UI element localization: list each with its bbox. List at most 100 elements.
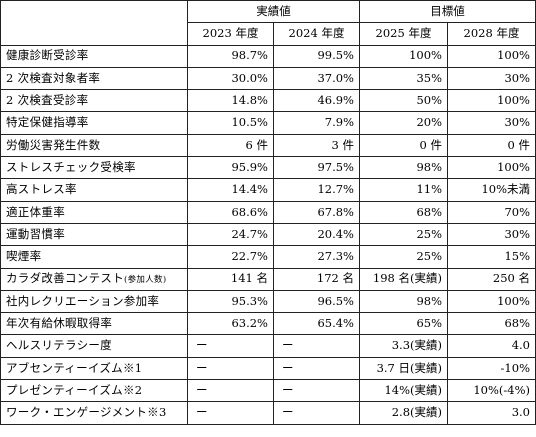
row-label: 適正体重率	[0, 200, 188, 224]
cell-2024: 7.9%	[273, 111, 360, 135]
row-label: カラダ改善コンテスト(参加人数)	[0, 267, 188, 291]
cell-2024: 65.4%	[273, 312, 360, 336]
cell-2028: 100%	[447, 89, 536, 113]
table-row: 喫煙率 22.7% 27.3% 25% 15%	[0, 245, 536, 269]
header-year-row: 2023 年度 2024 年度 2025 年度 2028 年度	[0, 22, 536, 46]
cell-2025: 20%	[359, 111, 448, 135]
row-label-note: (参加人数)	[124, 275, 167, 286]
row-label: プレゼンティーイズム※2	[0, 379, 188, 403]
cell-2023: 63.2%	[187, 312, 274, 336]
row-label: 高ストレス率	[0, 178, 188, 202]
table-row: 社内レクリエーション参加率 95.3% 96.5% 98% 100%	[0, 289, 536, 314]
cell-2025: 14%(実績)	[359, 379, 448, 403]
cell-2028: 10%未満	[447, 178, 536, 202]
cell-2024: ー	[273, 356, 360, 381]
cell-2025: 25%	[359, 222, 448, 247]
cell-2023: 95.3%	[187, 289, 274, 314]
table-row: 特定保健指導率 10.5% 7.9% 20% 30%	[0, 111, 536, 135]
table-row: プレゼンティーイズム※2 ー ー 14%(実績) 10%(-4%)	[0, 379, 536, 403]
cell-2023: 14.8%	[187, 89, 274, 113]
cell-2028: 10%(-4%)	[447, 379, 536, 403]
cell-2024: 3 件	[273, 133, 360, 158]
cell-2024: ー	[273, 334, 360, 358]
header-corner	[0, 0, 188, 23]
cell-2025: 50%	[359, 89, 448, 113]
cell-2025: 11%	[359, 178, 448, 202]
cell-2023: 6 件	[187, 133, 274, 158]
cell-2023: 14.4%	[187, 178, 274, 202]
table-row: アブセンティーイズム※1 ー ー 3.7 日(実績) -10%	[0, 356, 536, 381]
cell-2023: 98.7%	[187, 44, 274, 68]
header-actual: 実績値	[187, 0, 360, 24]
table-row: 2 次検査対象者率 30.0% 37.0% 35% 30%	[0, 66, 536, 91]
cell-2024: ー	[273, 379, 360, 403]
cell-2023: 10.5%	[187, 111, 274, 135]
cell-2028: 30%	[447, 111, 536, 135]
cell-2025: 3.7 日(実績)	[359, 356, 448, 381]
row-label: 運動習慣率	[0, 222, 188, 247]
row-label: ワーク・エンゲージメント※3	[0, 401, 188, 425]
header-corner-lower	[0, 22, 188, 46]
cell-2028: 100%	[447, 289, 536, 314]
table-row: カラダ改善コンテスト(参加人数) 141 名 172 名 198 名(実績) 2…	[0, 267, 536, 291]
table-row: 健康診断受診率 98.7% 99.5% 100% 100%	[0, 44, 536, 68]
cell-2023: ー	[187, 401, 274, 425]
cell-2028: 3.0	[447, 401, 536, 425]
cell-2023: ー	[187, 334, 274, 358]
table-row: ワーク・エンゲージメント※3 ー ー 2.8(実績) 3.0	[0, 401, 536, 425]
cell-2025: 68%	[359, 200, 448, 224]
cell-2024: 99.5%	[273, 44, 360, 68]
cell-2025: 25%	[359, 245, 448, 269]
health-metrics-table: 実績値 目標値 2023 年度 2024 年度 2025 年度 2028 年度 …	[0, 0, 536, 425]
cell-2024: 46.9%	[273, 89, 360, 113]
row-label: ヘルスリテラシー度	[0, 334, 188, 358]
row-label: 2 次検査受診率	[0, 89, 188, 113]
row-label: 健康診断受診率	[0, 44, 188, 68]
row-label: アブセンティーイズム※1	[0, 356, 188, 381]
cell-2025: 98%	[359, 289, 448, 314]
header-year-2025: 2025 年度	[359, 22, 448, 46]
table-row: ストレスチェック受検率 95.9% 97.5% 98% 100%	[0, 156, 536, 180]
cell-2023: ー	[187, 379, 274, 403]
cell-2025: 198 名(実績)	[359, 267, 448, 291]
cell-2024: 12.7%	[273, 178, 360, 202]
cell-2024: 27.3%	[273, 245, 360, 269]
cell-2028: 0 件	[447, 133, 536, 158]
row-label: 労働災害発生件数	[0, 133, 188, 158]
cell-2028: 100%	[447, 156, 536, 180]
cell-2025: 0 件	[359, 133, 448, 158]
cell-2023: 141 名	[187, 267, 274, 291]
row-label-text: カラダ改善コンテスト	[6, 271, 124, 286]
table-row: 高ストレス率 14.4% 12.7% 11% 10%未満	[0, 178, 536, 202]
cell-2023: 95.9%	[187, 156, 274, 180]
row-label: 社内レクリエーション参加率	[0, 289, 188, 314]
cell-2024: 67.8%	[273, 200, 360, 224]
cell-2028: 15%	[447, 245, 536, 269]
header-group-row: 実績値 目標値	[0, 0, 536, 24]
cell-2025: 98%	[359, 156, 448, 180]
cell-2028: 30%	[447, 66, 536, 91]
header-year-2023: 2023 年度	[187, 22, 274, 46]
header-year-2024: 2024 年度	[273, 22, 360, 46]
cell-2028: -10%	[447, 356, 536, 381]
cell-2023: ー	[187, 356, 274, 381]
cell-2023: 68.6%	[187, 200, 274, 224]
cell-2023: 30.0%	[187, 66, 274, 91]
cell-2028: 250 名	[447, 267, 536, 291]
header-year-2028: 2028 年度	[447, 22, 536, 46]
table-row: 年次有給休暇取得率 63.2% 65.4% 65% 68%	[0, 312, 536, 336]
row-label: 特定保健指導率	[0, 111, 188, 135]
cell-2028: 68%	[447, 312, 536, 336]
cell-2023: 22.7%	[187, 245, 274, 269]
cell-2024: 97.5%	[273, 156, 360, 180]
cell-2024: 172 名	[273, 267, 360, 291]
cell-2024: ー	[273, 401, 360, 425]
cell-2028: 70%	[447, 200, 536, 224]
table-row: 適正体重率 68.6% 67.8% 68% 70%	[0, 200, 536, 224]
table-row: 労働災害発生件数 6 件 3 件 0 件 0 件	[0, 133, 536, 158]
cell-2024: 96.5%	[273, 289, 360, 314]
table-row: ヘルスリテラシー度 ー ー 3.3(実績) 4.0	[0, 334, 536, 358]
cell-2025: 3.3(実績)	[359, 334, 448, 358]
cell-2028: 30%	[447, 222, 536, 247]
row-label: 年次有給休暇取得率	[0, 312, 188, 336]
